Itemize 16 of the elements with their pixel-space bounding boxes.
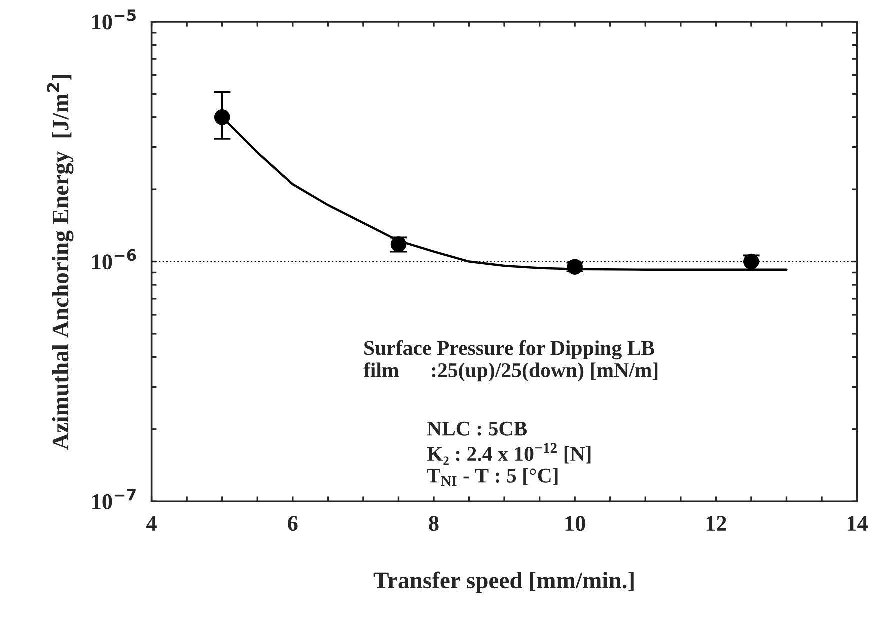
y-tick-label: 10$^{−5}$ (92, 10, 136, 30)
text: NLC : 5CB K₂ : 2.4 x 10$^{−12}$ [N] T$_{NI}$ - T : 5 [°C] (427, 422, 591, 486)
y-tick-label: 10$^{−6}$ (92, 249, 136, 270)
point (744, 254, 760, 270)
annotation: Surface Pressure for Dipping LB film :25(up)/25(down) [mN/m] (364, 340, 658, 382)
x-tick-label: 12 (706, 516, 726, 531)
y-axis-title: Azimuthal Anchoring Energy [J/m$^{2}$] (47, 75, 74, 450)
x-axis-title: Transfer speed [mm/min.] (374, 572, 634, 594)
y-tick-label: 10$^{−7}$ (92, 489, 136, 510)
point (214, 110, 230, 126)
x-tick-label: 6 (288, 516, 298, 532)
x-tick-label: 4 (146, 516, 157, 531)
point (567, 259, 583, 275)
x-tick-label: 10 (566, 516, 586, 532)
x-tick-label: 14 (848, 516, 868, 531)
x-tick-label: 8 (429, 516, 439, 532)
